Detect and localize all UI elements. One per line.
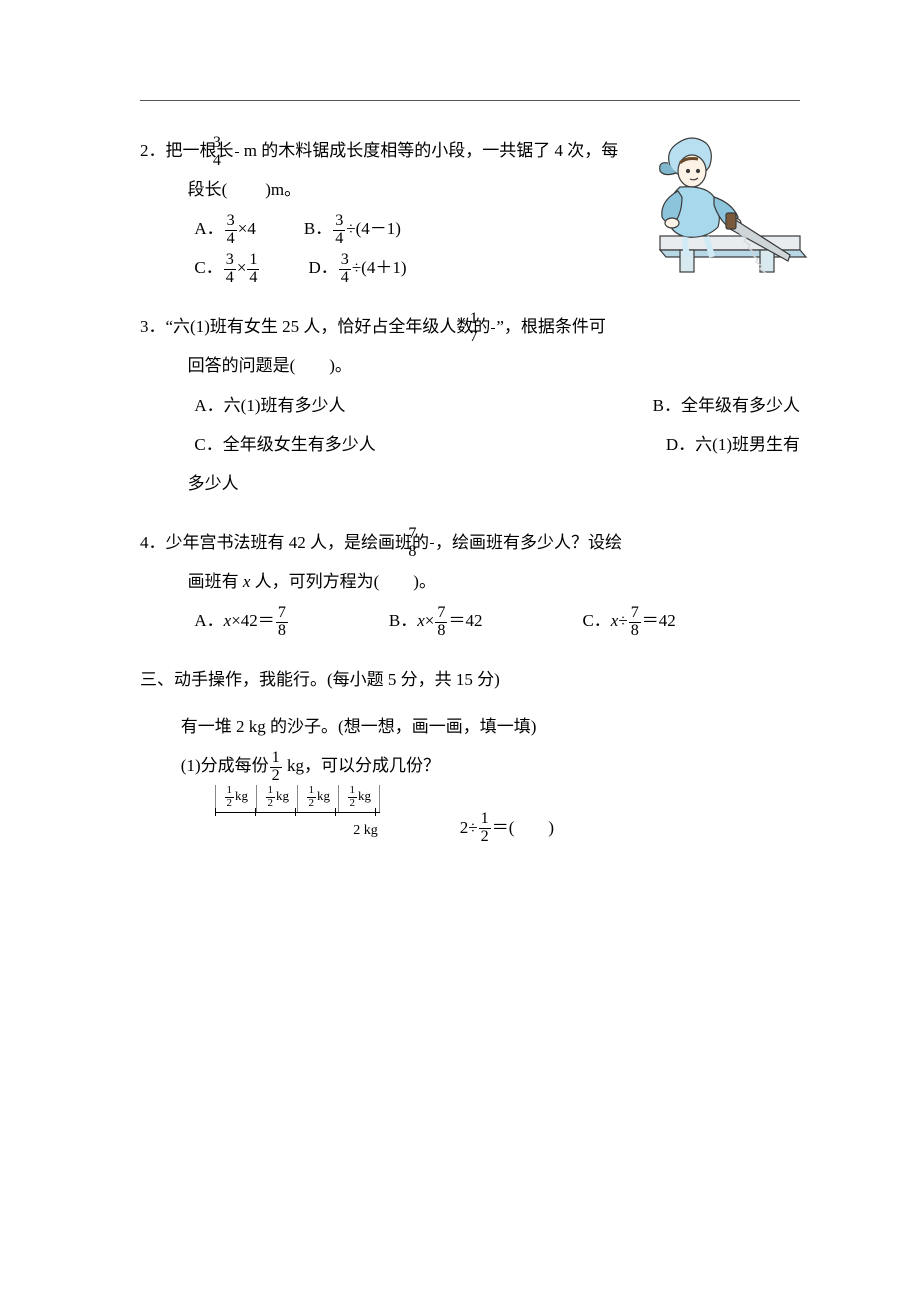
question-2: 2．把一根长34 m 的木料锯成长度相等的小段，一共锯了 4 次，每 段长( )… — [140, 131, 800, 287]
section-3-intro: 有一堆 2 kg 的沙子。(想一想，画一画，填一填) — [140, 707, 800, 746]
q2-blank[interactable] — [227, 180, 265, 199]
section-3-part1: (1)分成每份12 kg，可以分成几份？ — [140, 746, 800, 785]
section-3-heading: 三、动手操作，我能行。(每小题 5 分，共 15 分) — [140, 660, 800, 699]
q2-option-c[interactable]: C．34×14 — [194, 248, 260, 287]
q4-number: 4． — [140, 533, 166, 552]
tape-total: 2 kg — [215, 813, 380, 847]
q3-option-b[interactable]: B．全年级有多少人 — [653, 386, 800, 425]
tape-cell-1: 12kg — [215, 785, 256, 811]
tape-diagram: 12kg 12kg 12kg 12kg 2 kg 2÷12＝( ) — [140, 785, 800, 846]
sawing-illustration — [610, 121, 810, 281]
q3-option-d-part2[interactable]: 多少人 — [140, 464, 800, 503]
q2-number: 2． — [140, 141, 166, 160]
frac-1-7: 17 — [491, 311, 495, 346]
q3-option-a[interactable]: A．六(1)班有多少人 — [194, 386, 345, 425]
frac-7-8: 78 — [430, 526, 434, 561]
q2-option-a[interactable]: A．34×4 — [194, 209, 255, 248]
q4-option-a[interactable]: A．x×42＝78 — [194, 601, 289, 640]
question-4: 4．少年宫书法班有 42 人，是绘画班的78，绘画班有多少人？设绘 画班有 x … — [140, 523, 800, 640]
q2-option-b[interactable]: B．34÷(4－1) — [304, 209, 401, 248]
tape-cell-4: 12kg — [338, 785, 380, 811]
q3-number: 3． — [140, 317, 166, 336]
q3-option-d-part1[interactable]: D．六(1)班男生有 — [666, 425, 800, 464]
q4-stem-line1: 4．少年宫书法班有 42 人，是绘画班的78，绘画班有多少人？设绘 — [140, 523, 800, 562]
q4-option-b[interactable]: B．x×78＝42 — [389, 601, 483, 640]
q3-option-c[interactable]: C．全年级女生有多少人 — [194, 425, 375, 464]
frac-3-4: 34 — [235, 135, 239, 170]
equation: 2÷12＝( ) — [460, 808, 554, 847]
frac-1-2: 12 — [270, 750, 282, 785]
q4-option-c[interactable]: C．x÷78＝42 — [582, 601, 675, 640]
tape-cell-3: 12kg — [297, 785, 338, 811]
q2-option-d[interactable]: D．34÷(4＋1) — [308, 248, 406, 287]
q3-stem-line2: 回答的问题是( )。 — [140, 346, 800, 385]
q3-stem-line1: 3．“六(1)班有女生 25 人，恰好占全年级人数的17”，根据条件可 — [140, 307, 800, 346]
q4-stem-line2: 画班有 x 人，可列方程为( )。 — [140, 562, 800, 601]
question-3: 3．“六(1)班有女生 25 人，恰好占全年级人数的17”，根据条件可 回答的问… — [140, 307, 800, 502]
tape-cell-2: 12kg — [256, 785, 297, 811]
